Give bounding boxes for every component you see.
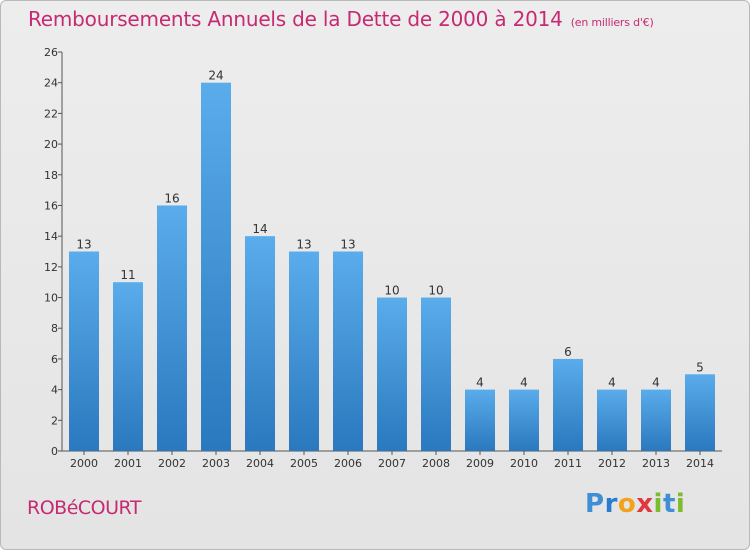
data-label-2002: 16	[164, 191, 179, 205]
bar-2005	[289, 251, 319, 451]
y-tick-label: 2	[51, 414, 58, 427]
x-tick-label: 2010	[510, 457, 538, 470]
y-tick-label: 18	[44, 169, 58, 182]
y-tick-label: 14	[44, 230, 58, 243]
x-tick-label: 2014	[686, 457, 714, 470]
y-tick-label: 24	[44, 77, 58, 90]
bar-2004	[245, 236, 275, 451]
x-tick-label: 2008	[422, 457, 450, 470]
data-label-2010: 4	[520, 376, 528, 390]
logo-letter: x	[636, 489, 654, 519]
bar-2013	[641, 389, 671, 451]
y-tick-label: 12	[44, 261, 58, 274]
commune-name: ROBéCOURT	[27, 497, 141, 519]
data-label-2013: 4	[652, 376, 660, 390]
logo-letter: P	[585, 489, 605, 519]
bar-2009	[465, 389, 495, 451]
y-tick-label: 26	[44, 46, 58, 59]
data-label-2012: 4	[608, 376, 616, 390]
data-label-2009: 4	[476, 376, 484, 390]
x-axis: 2000 2001 2002 2003 2004 2005 2006 2007 2008 2009…	[62, 450, 722, 470]
bar-2006	[333, 251, 363, 451]
x-tick-label: 2001	[114, 457, 142, 470]
logo-letter: i	[653, 489, 663, 519]
data-label-2006: 13	[340, 238, 355, 252]
data-label-2007: 10	[384, 284, 399, 298]
bar-2011	[553, 358, 583, 451]
logo-letter: i	[675, 489, 686, 519]
y-tick-label: 0	[51, 445, 58, 458]
y-tick-label: 10	[44, 292, 58, 305]
chart-title-text: Remboursements Annuels de la Dette de 20…	[28, 7, 563, 31]
data-label-2001: 11	[120, 268, 135, 282]
x-tick-label: 2000	[70, 457, 98, 470]
x-tick-label: 2009	[466, 457, 494, 470]
bar-2007	[377, 297, 407, 451]
chart-title: Remboursements Annuels de la Dette de 20…	[28, 7, 654, 31]
data-label-2005: 13	[296, 238, 311, 252]
y-tick-label: 20	[44, 138, 58, 151]
logo-letter: r	[604, 489, 618, 519]
bar-2008	[421, 297, 451, 451]
x-tick-label: 2012	[598, 457, 626, 470]
x-tick-label: 2005	[290, 457, 318, 470]
bar-2010	[509, 389, 539, 451]
proxiti-logo[interactable]: Proxiti	[585, 489, 685, 519]
bars	[69, 82, 715, 451]
x-tick-label: 2013	[642, 457, 670, 470]
data-label-2004: 14	[252, 222, 267, 236]
data-label-2000: 13	[76, 238, 91, 252]
x-tick-label: 2004	[246, 457, 274, 470]
logo-letter: t	[662, 489, 676, 519]
data-label-2011: 6	[564, 345, 572, 359]
bar-2002	[157, 205, 187, 451]
bar-2003	[201, 82, 231, 451]
x-tick-label: 2006	[334, 457, 362, 470]
bar-2012	[597, 389, 627, 451]
bar-2000	[69, 251, 99, 451]
data-label-2008: 10	[428, 284, 443, 298]
bar-2001	[113, 282, 143, 451]
y-tick-label: 16	[44, 199, 58, 212]
chart-subtitle: (en milliers d'€)	[570, 16, 654, 29]
data-labels: 13 11 16 24 14 13 13 10 10 4 4 6 4 4 5	[76, 69, 703, 390]
y-tick-label: 8	[51, 322, 58, 335]
data-label-2003: 24	[208, 69, 223, 83]
x-tick-label: 2007	[378, 457, 406, 470]
y-tick-label: 6	[51, 353, 58, 366]
data-label-2014: 5	[696, 360, 704, 374]
x-tick-label: 2011	[554, 457, 582, 470]
x-tick-label: 2002	[158, 457, 186, 470]
x-tick-label: 2003	[202, 457, 230, 470]
logo-letter: o	[617, 489, 637, 519]
bar-2014	[685, 374, 715, 451]
y-tick-label: 22	[44, 107, 58, 120]
y-tick-label: 4	[51, 384, 58, 397]
